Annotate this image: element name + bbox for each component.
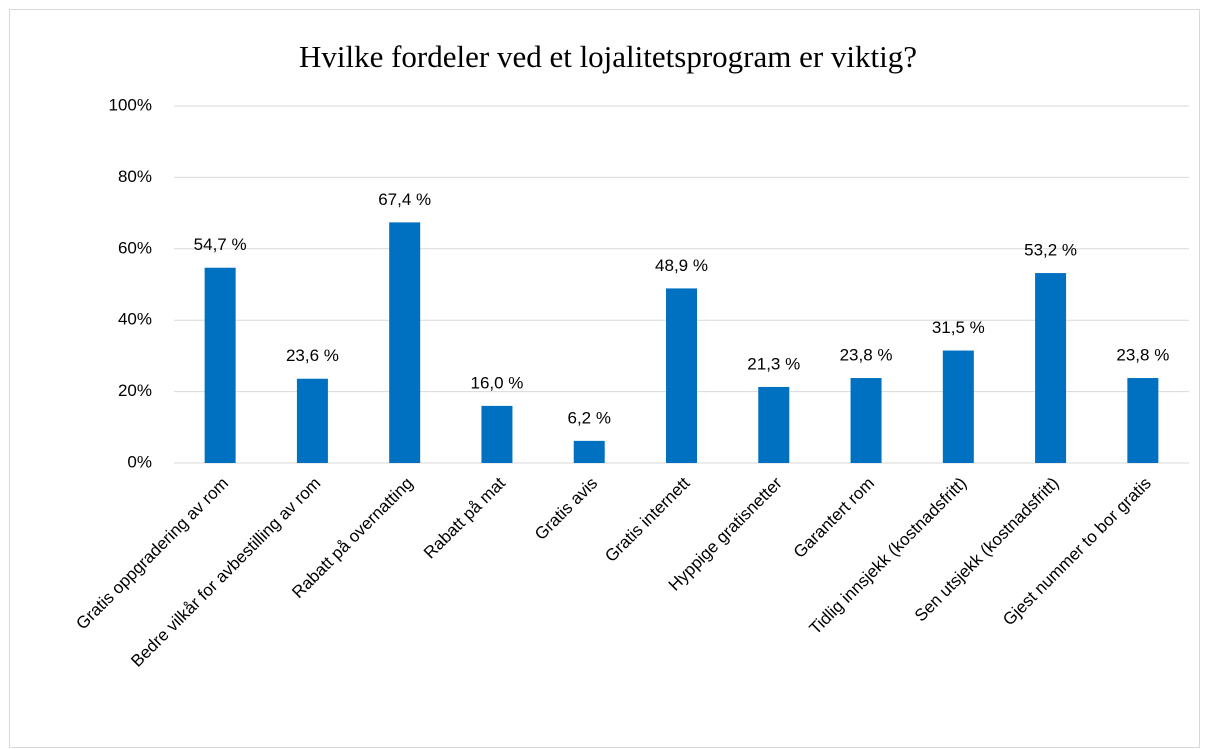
data-label: 16,0 %	[470, 373, 523, 392]
bar	[850, 378, 882, 463]
y-tick-label: 60%	[118, 238, 152, 257]
y-tick-label: 100%	[109, 95, 152, 114]
data-label: 31,5 %	[932, 318, 985, 337]
chart-title: Hvilke fordeler ved et lojalitetsprogram…	[299, 39, 917, 74]
data-label: 21,3 %	[747, 354, 800, 373]
chart-border	[9, 9, 1200, 748]
data-label: 6,2 %	[567, 408, 610, 427]
data-label: 54,7 %	[194, 235, 247, 254]
y-tick-label: 20%	[118, 381, 152, 400]
data-label: 53,2 %	[1024, 241, 1077, 260]
bar	[1127, 378, 1159, 463]
bar	[758, 386, 790, 463]
bar	[666, 288, 697, 463]
y-tick-label: 80%	[118, 167, 152, 186]
bar	[942, 350, 974, 463]
bar	[296, 378, 328, 463]
y-tick-label: 40%	[118, 310, 152, 329]
data-label: 23,8 %	[1116, 346, 1169, 365]
data-label: 23,8 %	[840, 346, 893, 365]
bar	[204, 267, 236, 463]
data-label: 67,4 %	[378, 190, 431, 209]
bar	[1035, 273, 1067, 463]
bar	[389, 222, 421, 463]
data-label: 23,6 %	[286, 346, 339, 365]
data-label: 48,9 %	[655, 256, 708, 275]
bar	[481, 405, 513, 463]
y-tick-label: 0%	[127, 452, 152, 471]
bar	[573, 440, 605, 463]
